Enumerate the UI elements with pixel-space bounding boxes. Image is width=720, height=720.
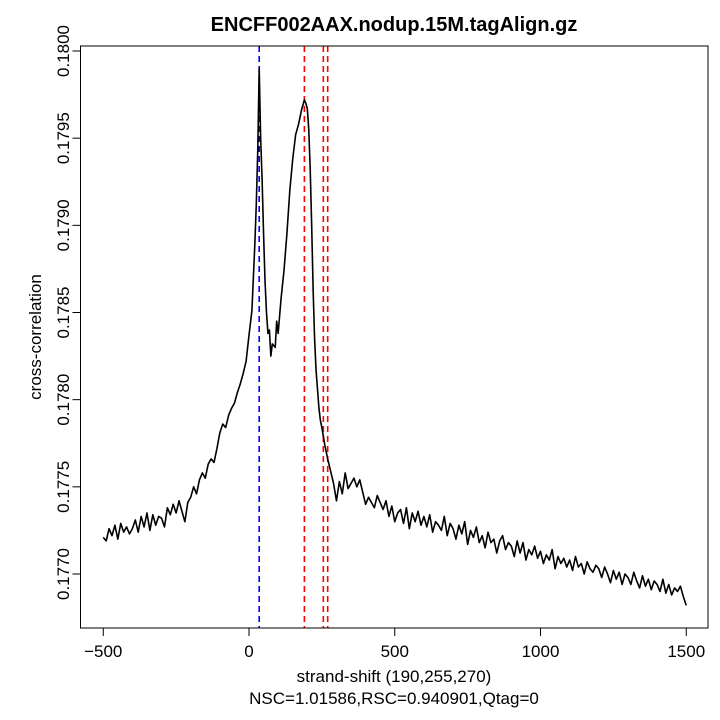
plot-frame [80, 45, 709, 629]
x-tick-label: 1000 [522, 642, 560, 661]
y-tick-label: 0.1785 [54, 287, 73, 339]
x-axis-label: strand-shift (190,255,270) [297, 667, 492, 686]
x-tick-label: 500 [381, 642, 409, 661]
chart-subtitle: NSC=1.01586,RSC=0.940901,Qtag=0 [249, 689, 539, 708]
x-tick-label: −500 [84, 642, 122, 661]
y-tick-label: 0.1790 [54, 199, 73, 251]
y-axis-label: cross-correlation [26, 274, 45, 400]
y-tick-label: 0.1800 [54, 25, 73, 77]
y-tick-label: 0.1795 [54, 112, 73, 164]
y-axis: 0.1770 0.1775 0.1780 0.1785 0.1790 0.1795 0.18… [54, 25, 81, 600]
x-tick-label: 0 [244, 642, 253, 661]
cross-correlation-line [102, 67, 688, 606]
chart-title: ENCFF002AAX.nodup.15M.tagAlign.gz [211, 14, 578, 36]
y-tick-label: 0.1775 [54, 461, 73, 513]
y-tick-label: 0.1780 [54, 374, 73, 426]
x-axis: −500 0 500 1000 1500 [84, 627, 705, 661]
x-tick-label: 1500 [667, 642, 705, 661]
peak-markers [258, 46, 329, 628]
y-tick-label: 0.1770 [54, 548, 73, 600]
